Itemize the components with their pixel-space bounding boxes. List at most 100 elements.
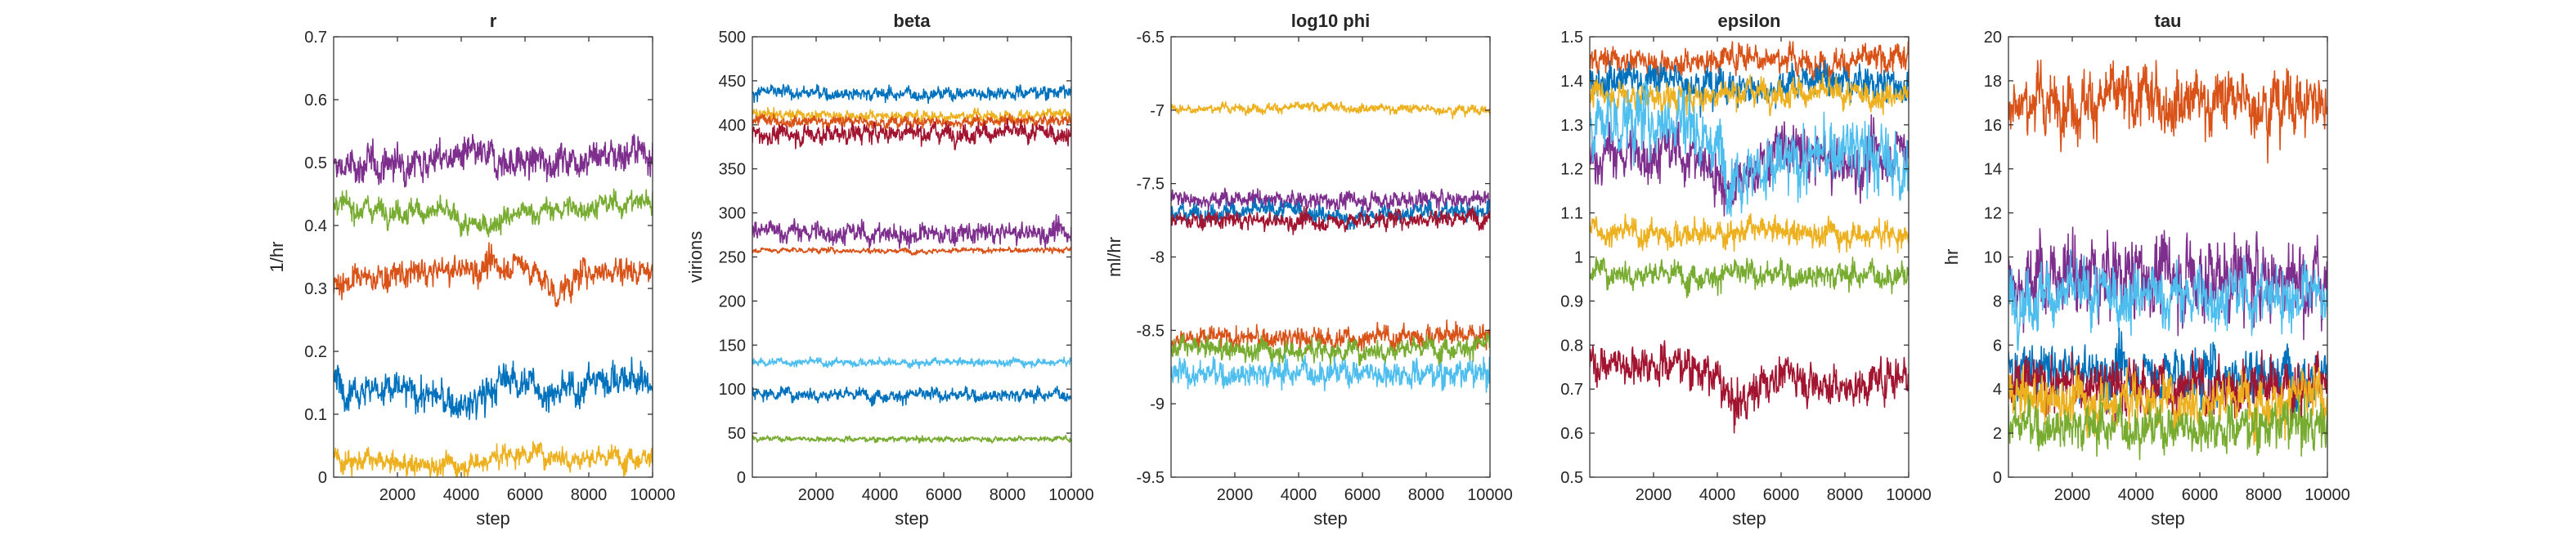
y-tick-label: -9.5	[1137, 469, 1165, 487]
y-tick-label: 1.3	[1560, 117, 1583, 135]
x-tick-label: 8000	[571, 486, 608, 504]
x-tick-label: 4000	[1699, 486, 1736, 504]
y-tick-label: 20	[1984, 29, 2002, 47]
chart-panel-2: 2000 4000 6000 8000 10000 0 50 100 150 200 250 300 3…	[685, 11, 1094, 529]
x-tick-label: 10000	[2304, 486, 2350, 504]
x-tick-label: 10000	[1048, 486, 1094, 504]
y-tick-label: 0.6	[304, 92, 327, 109]
x-axis-label: step	[895, 508, 929, 529]
y-tick-label: 300	[719, 205, 746, 223]
series-line-8	[1590, 340, 1909, 434]
y-tick-label: 0.9	[1560, 293, 1583, 310]
y-tick-label: -9	[1150, 395, 1165, 413]
series-line-1	[1590, 40, 1909, 87]
x-tick-label: 8000	[990, 486, 1026, 504]
y-tick-label: 450	[719, 73, 746, 91]
x-tick-label: 10000	[630, 486, 675, 504]
series-line-5	[334, 440, 653, 477]
y-tick-label: 0.5	[1560, 469, 1583, 487]
x-axis-label: step	[2151, 508, 2185, 529]
y-tick-label: 50	[728, 425, 746, 443]
y-tick-label: 6	[1993, 337, 2002, 355]
chart-title: log10 phi	[1291, 11, 1371, 31]
series-group	[334, 133, 653, 477]
y-tick-label: 0.7	[304, 29, 327, 47]
y-tick-label: -6.5	[1137, 29, 1165, 47]
x-tick-label: 10000	[1886, 486, 1932, 504]
y-tick-label: 250	[719, 249, 746, 267]
y-tick-label: -7.5	[1137, 176, 1165, 194]
series-group	[1171, 100, 1490, 393]
x-tick-label: 2000	[2054, 486, 2091, 504]
y-tick-label: 0.7	[1560, 381, 1583, 399]
series-line-1	[1171, 100, 1490, 119]
series-line-4	[1171, 206, 1490, 235]
y-tick-label: 0	[737, 469, 746, 487]
series-line-7	[2008, 393, 2327, 461]
x-tick-label: 6000	[507, 486, 544, 504]
series-line-6	[752, 246, 1071, 256]
series-line-9	[752, 435, 1071, 444]
series-line-7	[1171, 354, 1490, 393]
series-line-3	[334, 242, 653, 308]
y-tick-label: 12	[1984, 205, 2002, 223]
y-tick-label: 1	[1574, 249, 1583, 267]
y-tick-label: 1.2	[1560, 161, 1583, 179]
x-tick-label: 2000	[798, 486, 835, 504]
series-line-6	[1590, 212, 1909, 254]
y-tick-label: 2	[1993, 425, 2002, 443]
y-tick-label: 8	[1993, 293, 2002, 310]
y-tick-label: 16	[1984, 117, 2002, 135]
y-tick-label: 18	[1984, 73, 2002, 91]
series-group	[1590, 40, 1909, 434]
series-line-1	[752, 83, 1071, 105]
chart-panel-5: 2000 4000 6000 8000 10000 0 2 4 6 8 10 12 14 16 18 20 ta…	[1941, 11, 2350, 529]
x-axis-label: step	[1313, 508, 1348, 529]
y-tick-label: -8	[1150, 249, 1165, 267]
chart-title: tau	[2155, 11, 2182, 31]
x-tick-label: 6000	[926, 486, 963, 504]
y-axis-label: 1/hr	[267, 242, 287, 273]
y-tick-label: 0.3	[304, 280, 327, 298]
y-axis-label: ml/hr	[1104, 237, 1124, 277]
x-tick-label: 8000	[1408, 486, 1445, 504]
series-group	[2008, 59, 2327, 461]
series-line-6	[2008, 364, 2327, 446]
chart-title: beta	[893, 11, 931, 31]
y-tick-label: 4	[1993, 381, 2002, 399]
y-tick-label: 14	[1984, 161, 2002, 179]
x-tick-label: 2000	[379, 486, 416, 504]
chart-panel-4: 2000 4000 6000 8000 10000 0.5 0.6 0.7 0.8 0.9 1 1.1…	[1560, 11, 1932, 529]
y-tick-label: 1.1	[1560, 205, 1583, 223]
series-line-1	[334, 133, 653, 188]
series-line-2	[1171, 187, 1490, 215]
y-tick-label: 350	[719, 161, 746, 179]
x-tick-label: 4000	[862, 486, 899, 504]
series-line-1	[2008, 59, 2327, 164]
y-tick-label: 150	[719, 337, 746, 355]
y-tick-label: 0	[318, 469, 327, 487]
chart-panel-1: 2000 4000 6000 8000 10000 0 0.1 0.2 0.3 0.4 0.5 0.6…	[267, 11, 675, 529]
y-tick-label: 0.8	[1560, 337, 1583, 355]
x-tick-label: 4000	[1281, 486, 1317, 504]
axes-box	[333, 36, 653, 478]
y-tick-label: 0.2	[304, 343, 327, 361]
x-tick-label: 6000	[2182, 486, 2219, 504]
y-tick-label: 1.4	[1560, 73, 1583, 91]
series-line-4	[752, 118, 1071, 150]
x-tick-label: 4000	[443, 486, 480, 504]
series-line-4	[334, 356, 653, 421]
x-tick-label: 2000	[1217, 486, 1254, 504]
y-axis-label: hr	[1941, 249, 1962, 266]
y-tick-label: 0.4	[304, 217, 327, 235]
series-group	[752, 83, 1071, 444]
x-tick-label: 6000	[1763, 486, 1800, 504]
series-line-5	[1590, 80, 1909, 217]
y-tick-label: 1.5	[1560, 29, 1583, 47]
series-line-2	[334, 188, 653, 238]
chart-title: r	[490, 11, 497, 31]
y-tick-label: 100	[719, 381, 746, 399]
series-line-7	[1590, 256, 1909, 299]
x-tick-label: 8000	[2246, 486, 2282, 504]
